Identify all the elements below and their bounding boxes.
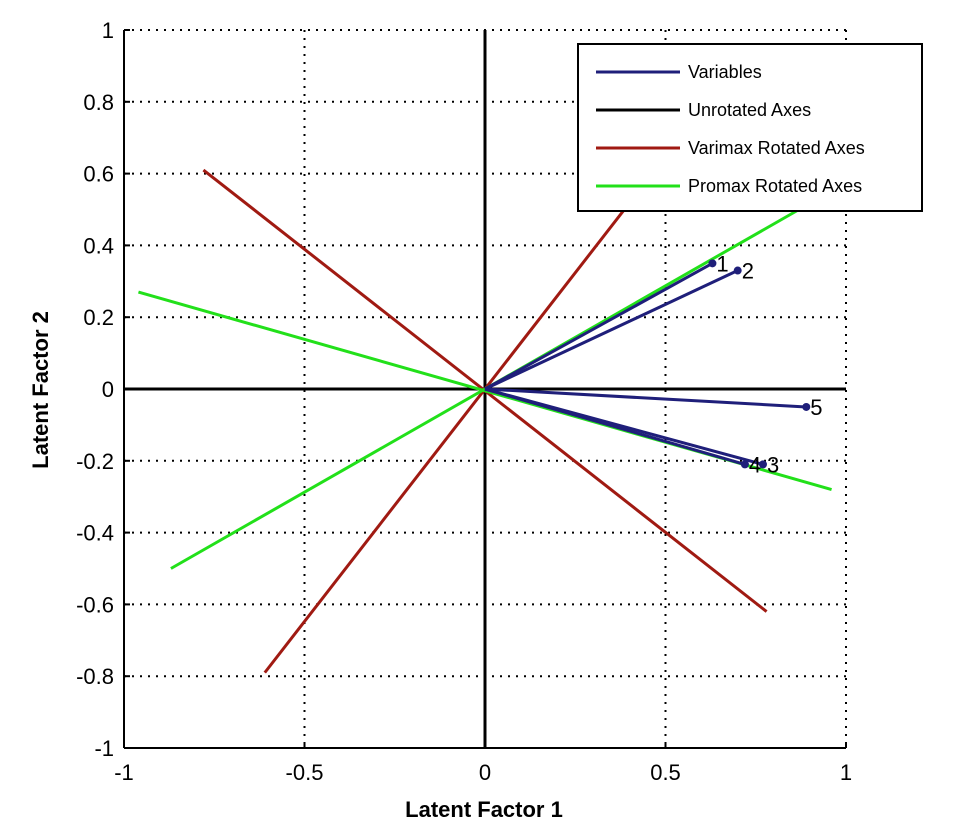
variable-point-1 (708, 259, 717, 268)
legend: Variables Unrotated Axes Varimax Rotated A… (577, 43, 923, 212)
variable-point-2 (733, 266, 742, 275)
y-tick-label: 1 (102, 18, 114, 43)
y-tick-label: -1 (94, 736, 114, 761)
y-tick-label: -0.2 (76, 449, 114, 474)
x-tick-label: -1 (114, 760, 134, 785)
legend-label-promax-rotated-axes: Promax Rotated Axes (688, 176, 862, 196)
y-tick-label: 0.8 (83, 90, 114, 115)
tick-labels: -1 -0.5 0 0.5 1 -1 -0.8 -0.6 -0.4 -0.2 0 0.2 0.4 0.6 0… (76, 18, 852, 785)
variable-label-1: 1 (716, 251, 728, 276)
x-tick-label: 0 (479, 760, 491, 785)
series-layer (124, 30, 846, 748)
variable-point-3 (758, 460, 767, 469)
legend-label-varimax-rotated-axes: Varimax Rotated Axes (688, 138, 865, 158)
variable-label-4: 4 (749, 452, 761, 477)
y-tick-label: 0.4 (83, 233, 114, 258)
x-tick-label: -0.5 (286, 760, 324, 785)
y-tick-label: -0.8 (76, 664, 114, 689)
variable-vector-1 (484, 262, 714, 391)
y-axis-title: Latent Factor 2 (28, 311, 53, 469)
legend-box (577, 43, 923, 212)
y-tick-label: -0.4 (76, 521, 114, 546)
legend-label-variables: Variables (688, 62, 762, 82)
x-axis-title: Latent Factor 1 (405, 797, 563, 822)
point-labels: 1 2 5 4 3 (716, 251, 822, 477)
y-tick-label: -0.6 (76, 592, 114, 617)
variable-label-5: 5 (810, 395, 822, 420)
y-tick-label: 0.6 (83, 162, 114, 187)
variable-label-3: 3 (767, 452, 779, 477)
legend-label-unrotated-axes: Unrotated Axes (688, 100, 811, 120)
x-tick-label: 0.5 (650, 760, 681, 785)
variable-point-4 (740, 460, 749, 469)
y-tick-label: 0.2 (83, 305, 114, 330)
x-tick-label: 1 (840, 760, 852, 785)
variable-vector-2 (484, 269, 739, 391)
plot-frame (123, 29, 847, 749)
variable-point-5 (802, 402, 811, 411)
variable-vector-3 (484, 387, 764, 466)
variable-label-2: 2 (742, 259, 754, 284)
variable-vector-5 (484, 387, 807, 409)
y-tick-label: 0 (102, 377, 114, 402)
